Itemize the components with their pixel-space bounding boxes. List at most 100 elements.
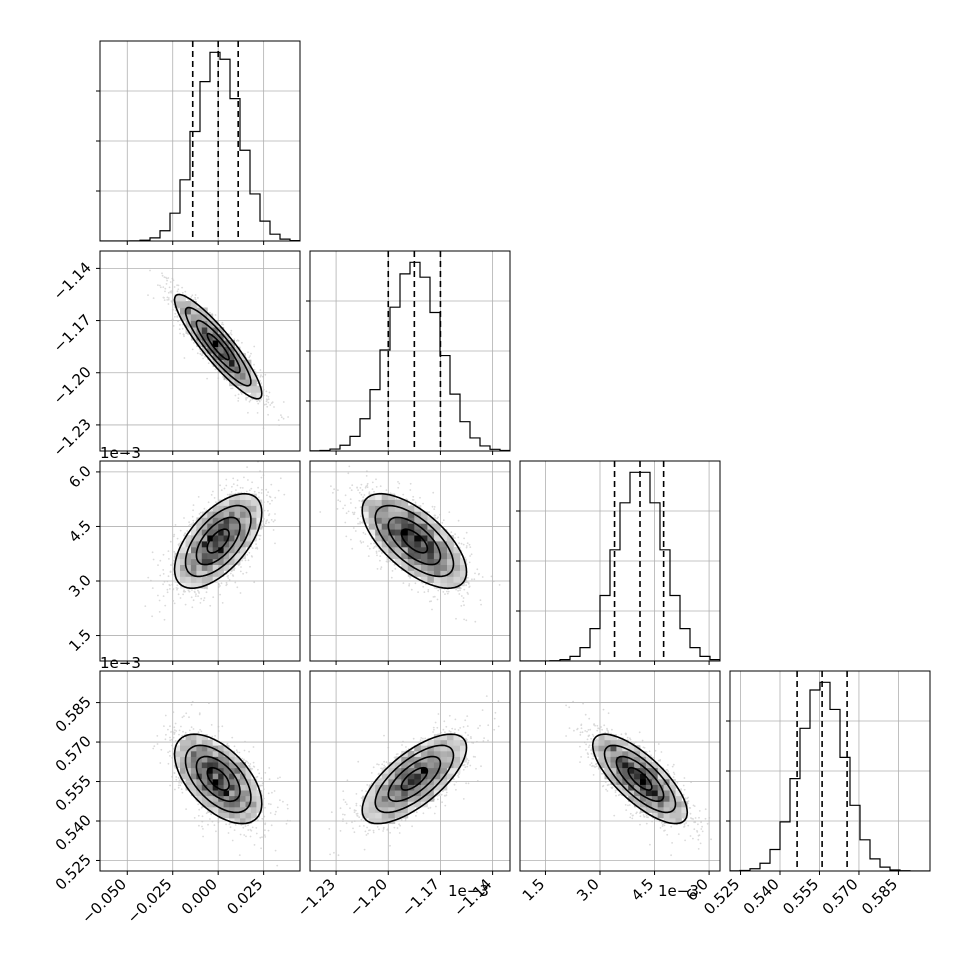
density-cell	[223, 517, 230, 524]
density-cell	[250, 505, 257, 512]
sample-point	[200, 597, 203, 600]
sample-point	[359, 521, 361, 523]
density-cell	[190, 546, 197, 554]
density-cell	[196, 546, 203, 554]
contour-line	[184, 306, 252, 387]
sample-point	[167, 575, 170, 578]
density-cell	[196, 307, 203, 315]
sample-point	[183, 335, 185, 338]
sample-point	[379, 555, 382, 557]
density-cell	[180, 558, 186, 565]
sample-point	[228, 579, 231, 581]
sample-point	[176, 316, 179, 318]
sample-point	[258, 496, 260, 499]
sample-point	[166, 591, 169, 594]
sample-point	[360, 483, 363, 486]
sample-point	[219, 484, 222, 487]
density-cell	[223, 366, 230, 374]
sample-point	[250, 352, 252, 355]
density-cell	[245, 385, 252, 393]
sample-point	[177, 288, 180, 291]
density-cell	[207, 327, 214, 334]
sample-point	[172, 600, 175, 602]
sample-point	[439, 513, 442, 516]
sample-point	[243, 476, 245, 479]
sample-point	[354, 506, 357, 509]
sample-point	[462, 584, 464, 587]
sample-point	[231, 485, 233, 488]
sample-point	[226, 575, 229, 578]
sample-point	[169, 588, 171, 590]
density-cell	[185, 558, 192, 565]
sample-point	[217, 586, 220, 588]
density-cell	[234, 505, 241, 512]
density-cell	[212, 320, 219, 328]
density-cell	[245, 366, 252, 374]
sample-point	[385, 560, 388, 563]
density-cell	[212, 523, 219, 530]
density-cell	[185, 541, 192, 548]
density-cell	[240, 529, 246, 536]
sample-point	[274, 513, 276, 515]
sample-point	[258, 538, 261, 541]
sample-point	[469, 555, 471, 557]
sample-point	[169, 584, 171, 587]
density-cell	[185, 564, 192, 571]
sample-point	[230, 491, 233, 493]
density-cell	[229, 535, 235, 542]
sample-point	[166, 279, 169, 282]
density-cell	[218, 505, 225, 512]
density-cell	[190, 564, 197, 571]
sample-point	[269, 502, 271, 505]
sample-point	[256, 534, 259, 537]
density-cell	[212, 535, 219, 542]
sample-point	[162, 573, 165, 575]
sample-point	[213, 497, 216, 499]
sample-point	[176, 537, 179, 540]
density-cell	[207, 576, 214, 583]
density-cell	[229, 552, 235, 560]
density-cell	[207, 546, 214, 554]
sample-point	[251, 555, 254, 558]
sample-point	[169, 540, 172, 543]
density-cell	[229, 541, 235, 548]
sample-point	[210, 494, 213, 496]
sample-point	[225, 484, 228, 487]
sample-point	[210, 509, 213, 512]
density-cell	[201, 558, 208, 565]
density-cell	[174, 301, 181, 308]
sample-point	[250, 487, 253, 490]
sample-point	[236, 484, 239, 487]
sample-point	[237, 492, 240, 494]
density-cell	[223, 340, 230, 347]
density-cell	[180, 301, 186, 308]
sample-point	[375, 550, 378, 553]
sample-point	[366, 545, 369, 547]
density-cell	[234, 379, 241, 387]
density-cell	[218, 558, 225, 565]
sample-point	[165, 283, 168, 285]
density-cell	[207, 535, 214, 542]
density-cell	[212, 340, 219, 347]
sample-point	[344, 494, 347, 497]
sample-point	[199, 350, 202, 352]
sample-point	[237, 393, 240, 396]
density-cell	[196, 333, 203, 341]
sample-point	[162, 569, 165, 571]
density-cell	[207, 314, 214, 321]
density-cell	[240, 523, 246, 530]
density-cell	[201, 333, 208, 341]
sample-point	[177, 320, 179, 323]
panel-content	[100, 251, 300, 451]
density-cell	[256, 517, 263, 524]
sample-point	[191, 348, 194, 351]
sample-point	[174, 524, 177, 526]
density-cell	[212, 517, 219, 524]
sample-point	[249, 565, 251, 568]
sample-point	[366, 486, 369, 489]
sample-point	[245, 398, 248, 401]
density-cell	[207, 517, 214, 524]
sample-point	[192, 519, 195, 522]
sample-point	[176, 584, 179, 587]
sample-point	[234, 581, 237, 584]
